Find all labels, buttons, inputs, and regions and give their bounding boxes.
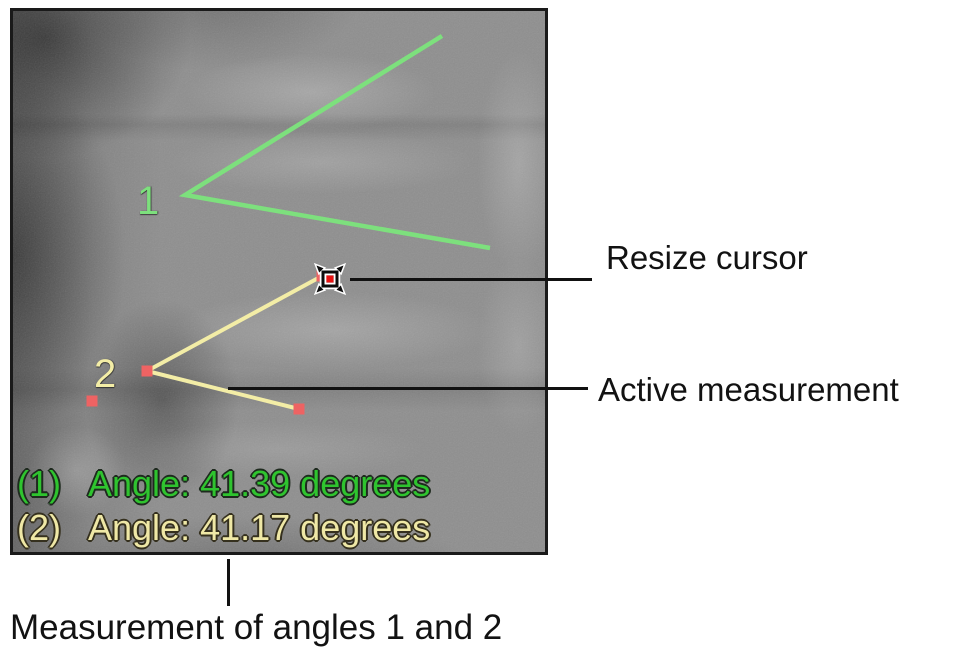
xray-canvas[interactable]: 1 2 (1) Angle: 41.39 degrees (2) Angle: 41… (13, 11, 545, 552)
figure-caption: Measurement of angles 1 and 2 (10, 608, 503, 647)
angle-readout-2: (2) Angle: 41.17 degrees (17, 506, 430, 550)
angle-readout: (1) Angle: 41.39 degrees (2) Angle: 41.17 … (17, 462, 430, 550)
measurement-1-lines[interactable] (178, 34, 491, 251)
callout-line-caption (227, 559, 230, 606)
resize-cursor-annotation: Resize cursor (606, 239, 808, 276)
handle-detached[interactable] (86, 395, 98, 407)
handle-endpoint-bottom[interactable] (293, 403, 305, 415)
angle-readout-1-value: Angle: 41.39 degrees (88, 463, 431, 504)
measurement-1-label: 1 (137, 179, 160, 223)
measurement-2-label: 2 (94, 352, 117, 396)
resize-cursor-icon[interactable] (313, 262, 347, 296)
measurement-overlay (86, 34, 491, 415)
angle-readout-2-index: (2) (17, 507, 61, 548)
handle-vertex[interactable] (141, 365, 153, 377)
callout-line-active-measurement (228, 387, 588, 390)
angle-readout-2-value: Angle: 41.17 degrees (88, 507, 431, 548)
angle-readout-1: (1) Angle: 41.39 degrees (17, 462, 430, 506)
angle-readout-1-index: (1) (17, 463, 61, 504)
active-measurement-annotation: Active measurement (598, 371, 899, 408)
callout-line-resize-cursor (350, 278, 592, 281)
xray-image-frame: 1 2 (1) Angle: 41.39 degrees (2) Angle: 41… (10, 8, 548, 555)
